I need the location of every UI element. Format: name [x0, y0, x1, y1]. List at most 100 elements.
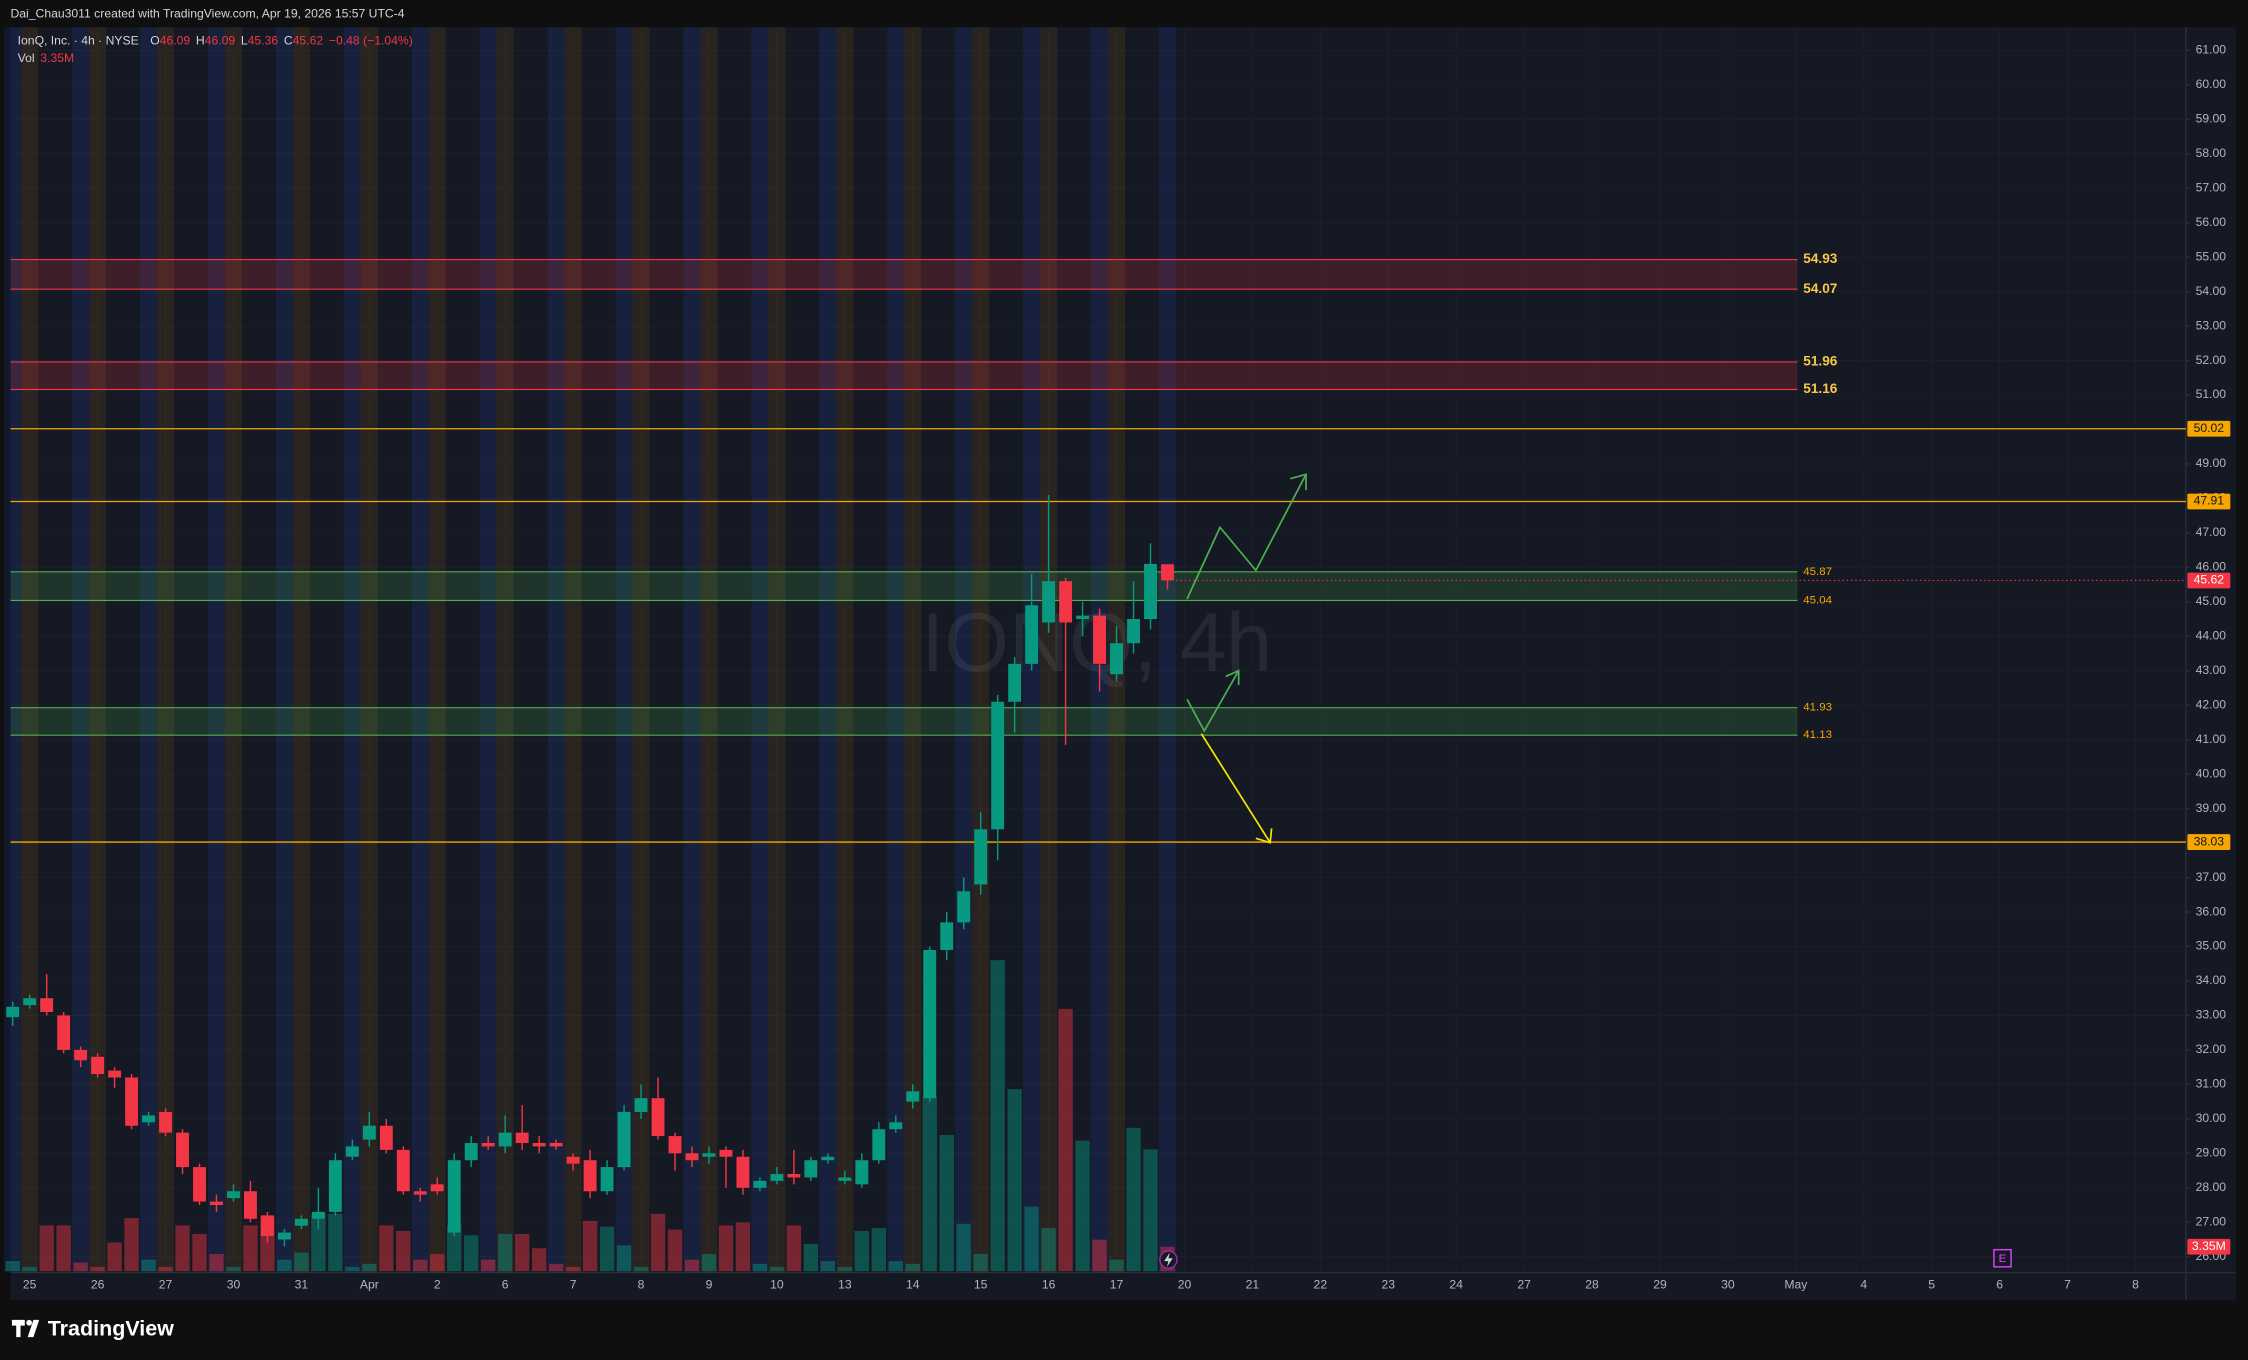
- y-tick-label: 43.00: [2196, 663, 2227, 677]
- afterhours-band: [547, 27, 565, 1273]
- candle-body: [1110, 643, 1123, 675]
- arrow-bounce-path: [1186, 670, 1240, 733]
- x-tick-label: 7: [570, 1278, 577, 1292]
- zone-label: 54.07: [1803, 281, 1837, 296]
- logo-t: [11, 1319, 25, 1338]
- volume-value: 3.35M: [40, 51, 74, 65]
- candle-body: [549, 1142, 563, 1147]
- arrow-up-path: [1186, 473, 1307, 600]
- volume-bar: [633, 1266, 649, 1272]
- brand: TradingView: [48, 1317, 174, 1341]
- candle-body: [464, 1142, 478, 1161]
- x-tick-label: 6: [1996, 1278, 2003, 1292]
- volume-bar: [531, 1248, 547, 1272]
- y-tick-label: 46.00: [2196, 560, 2227, 574]
- candle-body: [583, 1160, 597, 1192]
- zone-label: 41.13: [1803, 729, 1832, 741]
- candle-body: [1059, 581, 1073, 623]
- x-tick-label: 7: [2064, 1278, 2071, 1292]
- volume-bar: [1109, 1259, 1124, 1272]
- candle-body: [974, 829, 988, 885]
- candle-body: [770, 1174, 784, 1181]
- y-tick-label: 55.00: [2196, 249, 2227, 263]
- zone-label: 41.93: [1803, 702, 1832, 714]
- candle-body: [651, 1098, 665, 1137]
- premarket-band: [1040, 27, 1058, 1273]
- volume-bar: [769, 1266, 785, 1272]
- candle-body: [227, 1191, 240, 1199]
- y-tick-label: 44.00: [2196, 629, 2227, 643]
- candle-body: [991, 701, 1005, 830]
- x-tick-label: 25: [23, 1278, 37, 1292]
- session-layer: [4, 27, 1176, 1273]
- y-tick-label: 54.00: [2196, 284, 2227, 298]
- candle-body: [838, 1177, 852, 1181]
- zone-label: 45.04: [1803, 594, 1832, 606]
- ohlc-value: 46.09: [160, 34, 191, 48]
- level-tag: [2187, 420, 2231, 437]
- candle-body: [193, 1167, 206, 1202]
- last-price-tag: [2187, 572, 2231, 589]
- volume-bar: [701, 1253, 717, 1272]
- y-tick-label: 27.00: [2196, 1214, 2227, 1228]
- level-tag: [2187, 493, 2231, 510]
- candle-body: [600, 1167, 614, 1192]
- volume-bar: [1024, 1206, 1039, 1272]
- credit: Dai_Chau3011 created with TradingView.co…: [10, 7, 404, 21]
- candle-body: [906, 1091, 920, 1102]
- candle-body: [668, 1136, 682, 1154]
- volume-tag-label: 3.35M: [2192, 1239, 2226, 1253]
- volume-bar: [803, 1243, 819, 1272]
- level-tag-label: 50.02: [2194, 421, 2225, 435]
- change: −0.48 (−1.04%): [329, 34, 413, 48]
- volume-bar: [922, 1096, 937, 1272]
- candle-body: [957, 891, 971, 923]
- volume-bar: [379, 1225, 394, 1272]
- y-tick-label: 51.00: [2196, 387, 2227, 401]
- premarket-band: [224, 27, 242, 1273]
- brand-logo: [11, 1319, 40, 1338]
- y-tick-label: 37.00: [2196, 870, 2227, 884]
- volume-bar: [786, 1225, 802, 1272]
- candle-body: [940, 922, 954, 950]
- arrow-down-head: [1255, 828, 1273, 844]
- volume-bar: [413, 1259, 428, 1272]
- afterhours-band: [955, 27, 973, 1273]
- x-tick-label: 29: [1653, 1278, 1667, 1292]
- y-tick-label: 57.00: [2196, 180, 2227, 194]
- candle-body: [855, 1160, 869, 1185]
- candle-body: [23, 998, 37, 1006]
- premarket-band: [700, 27, 718, 1273]
- x-tick-label: 30: [227, 1278, 241, 1292]
- afterhours-band: [683, 27, 701, 1273]
- logo-v: [27, 1319, 40, 1338]
- volume-layer: [5, 960, 1175, 1272]
- volume-bar: [141, 1259, 156, 1272]
- premarket-band: [360, 27, 378, 1273]
- x-tick-label: May: [1784, 1278, 1808, 1292]
- ohlc-value: 46.09: [205, 34, 236, 48]
- volume-bar: [837, 1266, 852, 1272]
- afterhours-band: [1159, 27, 1176, 1273]
- ohlc-label: H: [196, 34, 205, 48]
- candle-body: [210, 1201, 223, 1206]
- volume-bar: [430, 1253, 445, 1272]
- zone-label: 54.93: [1803, 251, 1837, 266]
- volume-bar: [175, 1225, 190, 1272]
- y-tick-label: 58.00: [2196, 146, 2227, 160]
- volume-bar: [1143, 1149, 1158, 1272]
- volume-bar: [1126, 1127, 1141, 1272]
- volume-bar: [498, 1233, 513, 1272]
- candle-body: [57, 1015, 71, 1050]
- volume-bar: [73, 1262, 88, 1272]
- premarket-band: [21, 27, 39, 1273]
- earnings-box[interactable]: [1993, 1248, 2012, 1268]
- y-tick-label: 42.00: [2196, 697, 2227, 711]
- volume-bar: [90, 1266, 105, 1272]
- y-tick-label: 56.00: [2196, 215, 2227, 229]
- candle-body: [345, 1146, 359, 1157]
- volume-bar: [396, 1230, 411, 1272]
- candle-body: [736, 1156, 750, 1188]
- volume-bar: [667, 1229, 683, 1272]
- premarket-band: [564, 27, 582, 1273]
